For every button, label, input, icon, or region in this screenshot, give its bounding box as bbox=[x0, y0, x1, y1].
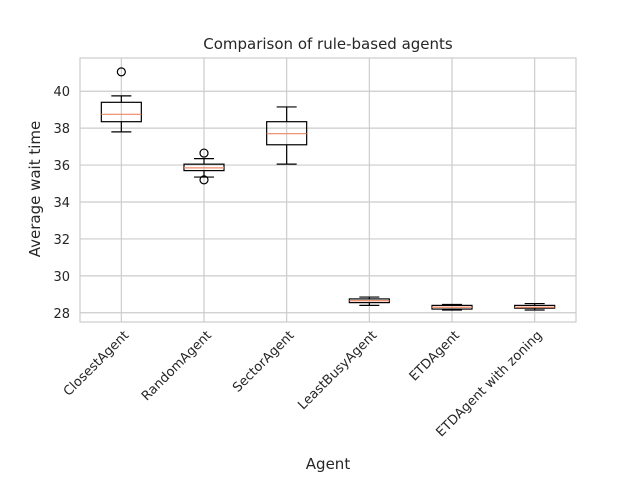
box-leastbusyagent bbox=[348, 296, 390, 306]
y-tick-labels: 28 30 32 34 36 38 40 bbox=[53, 85, 70, 322]
y-tick-label: 32 bbox=[53, 233, 70, 248]
outlier-point bbox=[116, 67, 126, 77]
box-sectoragent bbox=[266, 106, 308, 165]
y-tick-label: 34 bbox=[53, 196, 70, 211]
outlier-point bbox=[199, 148, 209, 158]
y-axis-label: Average wait time bbox=[26, 121, 44, 258]
y-tick-label: 30 bbox=[53, 270, 70, 285]
x-axis-label: Agent bbox=[306, 455, 351, 473]
box-etdagent bbox=[431, 303, 473, 311]
y-tick-label: 36 bbox=[53, 159, 70, 174]
y-tick-label: 28 bbox=[53, 307, 70, 322]
plot-area-frame bbox=[79, 57, 577, 323]
chart-title: Comparison of rule-based agents bbox=[203, 35, 453, 53]
box-series bbox=[100, 67, 556, 311]
outlier-point bbox=[199, 175, 209, 185]
grid-lines bbox=[80, 58, 576, 322]
box-closestagent bbox=[100, 67, 142, 133]
box-randomagent bbox=[183, 148, 225, 185]
y-tick-label: 38 bbox=[53, 122, 70, 137]
iqr-box bbox=[100, 101, 142, 123]
box-etdagent-with-zoning bbox=[514, 302, 556, 311]
y-tick-label: 40 bbox=[53, 85, 70, 100]
